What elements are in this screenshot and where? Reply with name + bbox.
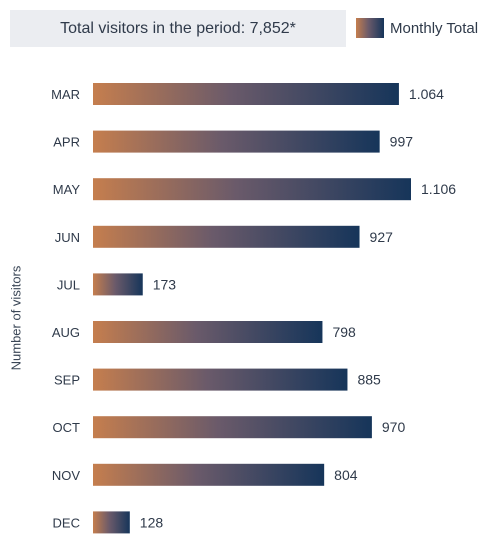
bar-aug	[93, 321, 323, 343]
bar-apr	[93, 130, 380, 153]
legend: Monthly Total	[356, 18, 478, 38]
tick-label-oct: OCT	[53, 420, 81, 435]
bar-mar	[93, 83, 399, 105]
tick-label-dec: DEC	[53, 515, 80, 530]
tick-label-jun: JUN	[55, 230, 80, 245]
bar-oct	[93, 416, 372, 439]
value-label-oct: 970	[382, 419, 406, 435]
tick-label-sep: SEP	[54, 373, 80, 388]
legend-swatch-icon	[356, 18, 384, 38]
value-label-jun: 927	[370, 229, 394, 245]
value-label-mar: 1.064	[409, 86, 444, 102]
tick-label-apr: APR	[53, 135, 80, 150]
value-label-may: 1.106	[421, 181, 456, 197]
tick-label-aug: AUG	[52, 325, 80, 340]
bar-nov	[93, 463, 325, 486]
value-label-apr: 997	[390, 134, 414, 150]
total-visitors-text: Total visitors in the period: 7,852*	[60, 19, 296, 37]
bar-sep	[93, 368, 348, 391]
bar-jun	[93, 225, 360, 248]
value-label-sep: 885	[357, 372, 381, 388]
tick-label-may: MAY	[53, 182, 81, 197]
tick-label-mar: MAR	[51, 87, 80, 102]
bar-may	[93, 178, 411, 201]
value-label-aug: 798	[332, 324, 356, 340]
tick-label-jul: JUL	[57, 277, 80, 292]
bar-jul	[93, 273, 143, 296]
value-label-nov: 804	[334, 467, 358, 483]
value-label-jul: 173	[153, 276, 177, 292]
tick-label-nov: NOV	[52, 468, 81, 483]
value-label-dec: 128	[140, 514, 164, 530]
legend-label: Monthly Total	[390, 19, 479, 37]
total-visitors-banner: Total visitors in the period: 7,852*	[10, 10, 346, 47]
bar-dec	[93, 511, 130, 534]
